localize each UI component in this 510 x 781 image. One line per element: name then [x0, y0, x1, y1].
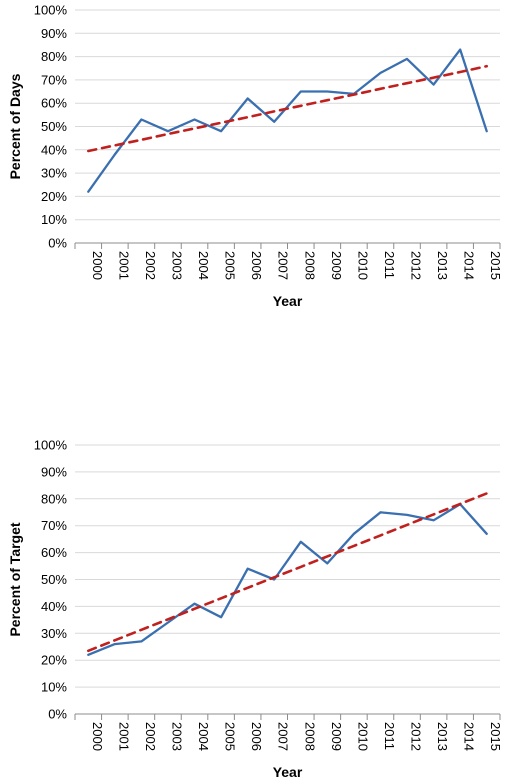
- x-tick-label: 2002: [143, 722, 158, 751]
- trend-line: [87, 492, 489, 653]
- x-tick-label: 2004: [196, 722, 211, 751]
- x-tick-label: 2013: [435, 251, 450, 280]
- x-axis-title: Year: [273, 293, 303, 309]
- x-axis-title: Year: [273, 764, 303, 780]
- y-tick-label: 40%: [41, 142, 67, 157]
- y-tick-label: 100%: [34, 438, 68, 453]
- x-tick-label: 2010: [355, 251, 370, 280]
- y-tick-label: 50%: [41, 119, 67, 134]
- x-tick-label: 2006: [249, 251, 264, 280]
- x-tick-label: 2010: [355, 722, 370, 751]
- series-line: [87, 48, 488, 193]
- x-tick-label: 2004: [196, 251, 211, 280]
- x-tick-label: 2012: [409, 722, 424, 751]
- y-tick-label: 70%: [41, 518, 67, 533]
- x-tick-label: 2014: [462, 722, 477, 751]
- y-tick-label: 50%: [41, 572, 67, 587]
- trend-line: [87, 64, 489, 153]
- y-tick-label: 10%: [41, 212, 67, 227]
- chart-percent-of-target: 0% 10% 20% 30% 40% 50% 60% 70% 80% 90% 100% 2000 200…: [7, 438, 503, 781]
- x-tick-label: 2007: [276, 251, 291, 280]
- x-tick-label: 2005: [223, 722, 238, 751]
- y-tick-label: 20%: [41, 189, 67, 204]
- x-tick-label: 2015: [488, 251, 503, 280]
- y-tick-label: 80%: [41, 491, 67, 506]
- x-tick-label: 2013: [435, 722, 450, 751]
- y-tick-label: 60%: [41, 96, 67, 111]
- x-tick-label: 2003: [169, 722, 184, 751]
- series-line: [87, 503, 488, 656]
- y-tick-label: 60%: [41, 545, 67, 560]
- x-tick-label: 2011: [382, 251, 397, 279]
- y-tick-label: 30%: [41, 626, 67, 641]
- y-tick-label: 90%: [41, 26, 67, 41]
- x-tick-label: 2009: [329, 722, 344, 751]
- x-tick-label: 2003: [169, 251, 184, 280]
- y-tick-label: 0%: [48, 236, 67, 251]
- y-tick-label: 0%: [48, 707, 67, 722]
- x-tick-label: 2008: [302, 251, 317, 280]
- y-tick-label: 80%: [41, 49, 67, 64]
- x-tick-label: 2012: [409, 251, 424, 280]
- x-tick-label: 2001: [116, 722, 131, 751]
- y-tick-label: 70%: [41, 72, 67, 87]
- x-tick-label: 2007: [276, 722, 291, 751]
- chart-percent-of-days: 0% 10% 20% 30% 40% 50% 60% 70% 80% 90% 100% 2000 200…: [7, 3, 503, 310]
- y-tick-label: 90%: [41, 464, 67, 479]
- x-tick-label: 2001: [116, 251, 131, 280]
- y-tick-label: 30%: [41, 166, 67, 181]
- x-tick-label: 2014: [462, 251, 477, 280]
- y-tick-label: 20%: [41, 653, 67, 668]
- x-tick-label: 2002: [143, 251, 158, 280]
- y-axis-title: Percent of Target: [7, 522, 23, 636]
- x-tick-label: 2000: [90, 722, 105, 751]
- x-tick-label: 2015: [488, 722, 503, 751]
- x-tick-label: 2009: [329, 251, 344, 280]
- y-tick-label: 10%: [41, 680, 67, 695]
- x-tick-label: 2005: [223, 251, 238, 280]
- y-axis-title: Percent of Days: [7, 73, 23, 179]
- x-tick-label: 2006: [249, 722, 264, 751]
- x-tick-label: 2008: [302, 722, 317, 751]
- x-tick-label: 2000: [90, 251, 105, 280]
- y-tick-label: 40%: [41, 599, 67, 614]
- y-tick-label: 100%: [34, 3, 68, 18]
- x-tick-label: 2011: [382, 722, 397, 750]
